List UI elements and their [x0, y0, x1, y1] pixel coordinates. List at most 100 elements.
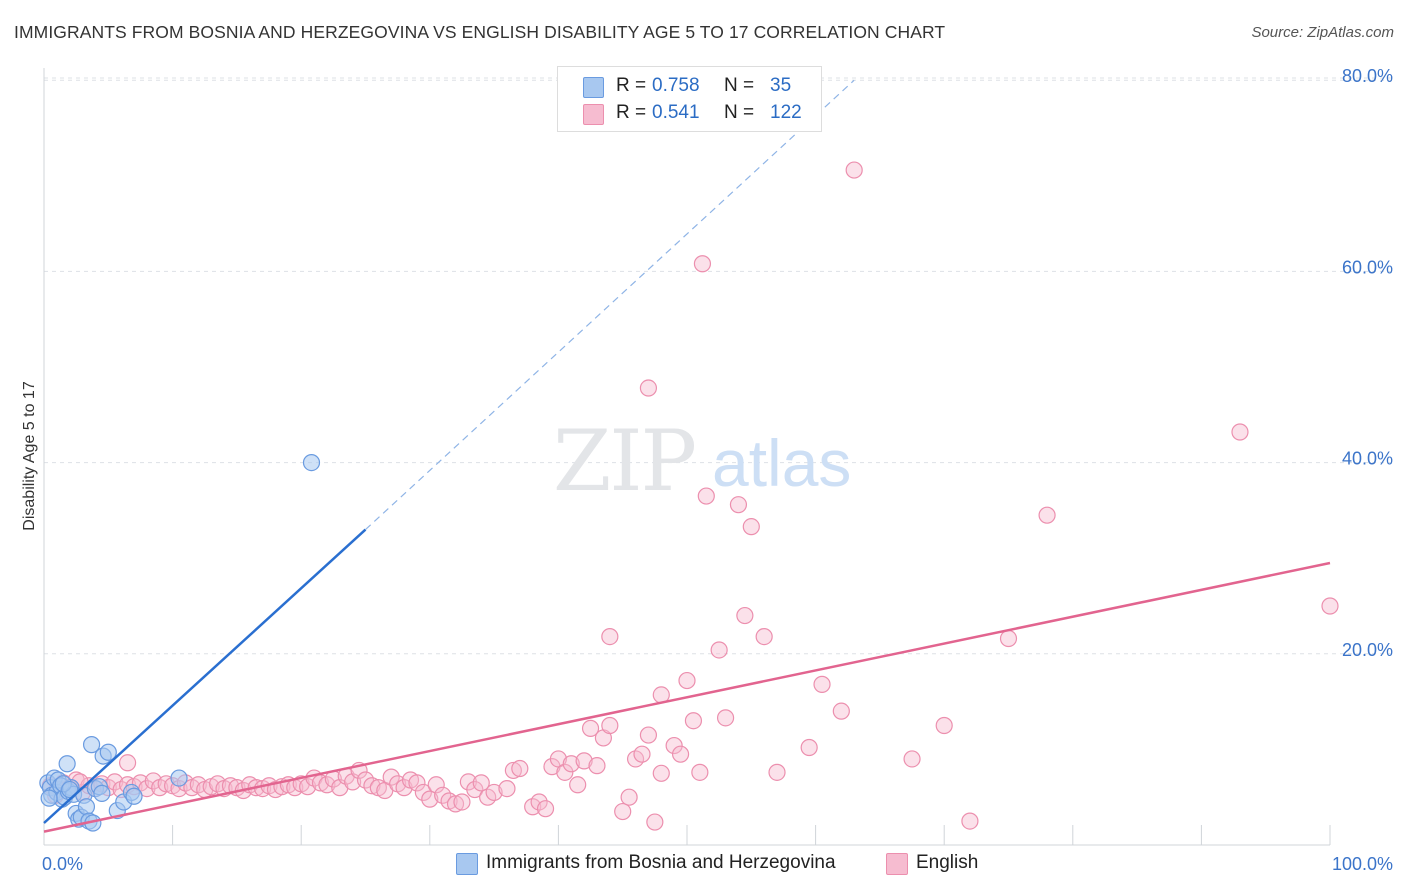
correlation-legend: R = 0.758 N = 35 R = 0.541 N = 122: [557, 66, 822, 132]
source-label: Source: ZipAtlas.com: [1251, 24, 1394, 41]
english-point: [504, 761, 522, 780]
english-point: [813, 675, 831, 693]
english-point: [639, 379, 658, 397]
english-point: [800, 738, 818, 757]
bosnia-point: [40, 789, 58, 807]
english-point: [581, 719, 600, 737]
english-point: [421, 790, 439, 808]
english-point: [588, 757, 606, 775]
english-point: [569, 776, 587, 794]
watermark-zip: ZIP: [553, 412, 695, 510]
legend-n-label: N =: [724, 75, 755, 96]
english-point: [472, 774, 490, 792]
y-tick-label: 40.0%: [1342, 449, 1393, 469]
english-point: [693, 255, 712, 273]
english-point: [620, 788, 638, 806]
english-point: [118, 754, 137, 772]
english-point: [485, 783, 503, 802]
english-point: [446, 795, 465, 813]
english-point: [144, 772, 162, 790]
english-point: [671, 745, 690, 763]
english-point: [646, 813, 664, 831]
grid-lines: [44, 77, 1392, 655]
english-point: [466, 780, 484, 799]
english-point: [652, 764, 670, 782]
bosnia-point: [170, 769, 188, 787]
english-point: [408, 774, 426, 792]
english-point: [601, 716, 619, 735]
bottom-legend-label-english: English: [916, 852, 979, 873]
english-point: [1038, 506, 1056, 524]
legend-n-value-english: 122: [770, 102, 802, 123]
english-points: [41, 161, 1339, 831]
english-point: [736, 606, 754, 625]
english-point: [832, 702, 850, 720]
y-axis-label: Disability Age 5 to 17: [21, 381, 38, 531]
bosnia-point: [61, 780, 79, 799]
english-point: [935, 716, 953, 735]
english-point: [691, 763, 709, 781]
english-point: [498, 779, 516, 798]
english-point: [556, 763, 574, 781]
english-point: [768, 763, 786, 781]
english-point: [710, 641, 728, 659]
bosnia-point: [82, 736, 101, 754]
trend-lines: [43, 79, 1331, 833]
english-point: [639, 726, 658, 744]
legend-r-label: R =: [616, 102, 647, 123]
bosnia-point: [77, 798, 96, 816]
bosnia-points: [39, 454, 321, 832]
english-point: [716, 709, 735, 727]
legend-n-value-bosnia: 35: [770, 75, 792, 96]
bottom-legend-label-bosnia: Immigrants from Bosnia and Herzegovina: [486, 852, 836, 873]
english-point: [1321, 597, 1339, 615]
english-point: [318, 776, 336, 794]
y-tick-label: 20.0%: [1342, 640, 1393, 660]
english-point: [414, 783, 432, 802]
y-tick-label: 80.0%: [1342, 66, 1393, 86]
english-point: [742, 518, 760, 536]
english-point: [961, 812, 979, 830]
english-point: [845, 161, 863, 179]
english-point: [903, 750, 921, 768]
english-point: [453, 793, 471, 811]
english-point: [678, 671, 696, 690]
tick-labels: 20.0% 40.0% 60.0% 80.0% 0.0% 100.0%: [42, 66, 1393, 874]
bosnia-point: [58, 755, 76, 773]
english-point: [562, 755, 580, 773]
legend-r-value-english: 0.541: [652, 102, 700, 123]
x-tick-label-max: 100.0%: [1332, 854, 1393, 874]
x-tick-label-min: 0.0%: [42, 854, 83, 874]
bosnia-point: [93, 784, 111, 802]
legend-swatch-english: [583, 104, 604, 125]
bosnia-trend-line: [43, 528, 367, 824]
axes: [43, 68, 1331, 846]
bosnia-point: [302, 454, 321, 472]
legend-swatch-bosnia: [583, 77, 604, 98]
english-point: [614, 802, 632, 821]
bosnia-point: [99, 743, 117, 761]
english-point: [601, 627, 619, 646]
english-point: [511, 759, 529, 778]
english-point: [697, 487, 715, 505]
english-trend-line: [43, 561, 1331, 833]
legend-n-label: N =: [724, 102, 755, 123]
bottom-legend-swatch-bosnia: [456, 853, 478, 875]
bottom-legend-swatch-english: [886, 853, 908, 875]
bosnia-trend-extension: [365, 79, 855, 530]
english-point: [427, 776, 445, 794]
english-point: [536, 800, 555, 818]
english-point: [729, 496, 748, 514]
english-point: [299, 778, 317, 796]
english-point: [363, 777, 381, 795]
bosnia-point: [125, 787, 143, 805]
watermark-atlas: atlas: [712, 426, 851, 500]
english-point: [382, 768, 400, 786]
legend-r-value-bosnia: 0.758: [652, 75, 700, 96]
english-point: [999, 629, 1018, 648]
english-point: [530, 793, 548, 811]
english-point: [356, 771, 375, 789]
y-tick-label: 60.0%: [1342, 257, 1393, 277]
english-point: [684, 712, 703, 730]
